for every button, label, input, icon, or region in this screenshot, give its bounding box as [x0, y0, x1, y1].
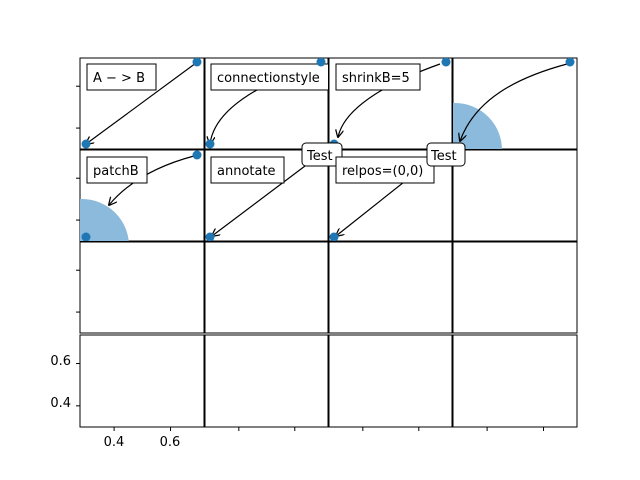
- subplot-frame: [204, 149, 329, 242]
- subplot-frames: [79, 57, 578, 428]
- test-label-1: Test: [306, 149, 333, 164]
- point-b: [192, 58, 202, 67]
- label-patchb: patchB: [93, 164, 139, 179]
- point-a: [329, 232, 339, 241]
- label-box-shrinkb: [335, 63, 421, 91]
- subplot-frame: [452, 241, 578, 334]
- point-a: [81, 139, 91, 149]
- subplot-frame: [79, 334, 205, 428]
- point-a: [81, 232, 91, 241]
- subplot-frame: [328, 149, 453, 242]
- label-box-a-to-b: [86, 63, 157, 91]
- subplot-frame: [79, 57, 205, 150]
- point-b: [316, 58, 326, 67]
- subplot-frame: [204, 57, 329, 150]
- label-annotate: annotate: [217, 164, 276, 179]
- y-tick-label: 0.6: [50, 354, 71, 369]
- subplot-frame: [204, 241, 329, 334]
- subplot-frame: [328, 241, 453, 334]
- subplot-frame: [328, 334, 453, 428]
- panel-a-to-b: [81, 58, 202, 149]
- point-a: [205, 139, 215, 149]
- arrow-annotate: [212, 165, 306, 236]
- arrow-shrinkb: [338, 63, 441, 137]
- patch-circle: [80, 199, 129, 241]
- test-box-1: [301, 142, 343, 167]
- y-tick-label: 0.4: [50, 396, 71, 411]
- subplot-frame: [79, 149, 205, 242]
- label-a-to-b: A − > B: [93, 71, 145, 86]
- subplot-frame: [452, 334, 578, 428]
- point-b: [192, 150, 202, 160]
- arrow-patch: [460, 63, 568, 141]
- label-box-relpos: [335, 156, 435, 184]
- label-box-annotate: [210, 156, 285, 184]
- panel-annotate: [205, 165, 306, 241]
- label-box-connectionstyle: [210, 63, 328, 91]
- test-label-2: Test: [430, 149, 457, 164]
- subplot-frame: [328, 57, 453, 150]
- label-box-patchb: [86, 156, 148, 184]
- subplot-frame: [79, 241, 205, 334]
- subplot-frame: [452, 149, 578, 242]
- panel-connectionstyle: connectionstyle: [205, 58, 328, 149]
- subplot-frame: [204, 334, 329, 428]
- point-a: [205, 232, 215, 241]
- x-tick-label: 0.4: [104, 435, 125, 450]
- label-relpos: relpos=(0,0): [342, 164, 423, 179]
- label-connectionstyle: connectionstyle: [217, 71, 320, 86]
- axis-ticks: [76, 85, 545, 431]
- point-b: [441, 58, 451, 67]
- label-shrinkb: shrinkB=5: [342, 71, 410, 86]
- x-tick-label: 0.6: [160, 435, 181, 450]
- panel-patch-circle: [453, 58, 575, 149]
- arrow-a-to-b: [86, 62, 197, 144]
- test-box-2: [426, 142, 466, 167]
- point-b: [565, 58, 575, 67]
